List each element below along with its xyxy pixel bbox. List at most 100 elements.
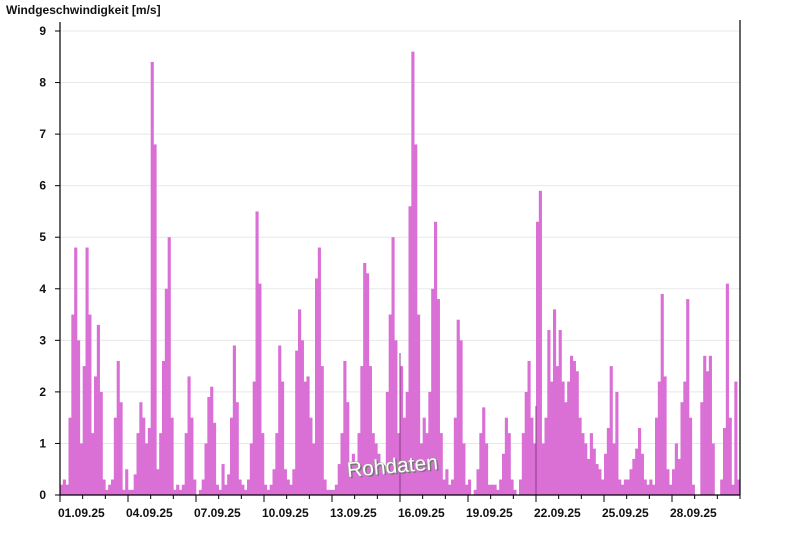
bar: [397, 433, 401, 495]
bar: [241, 484, 245, 495]
bar: [255, 211, 259, 495]
bar: [519, 479, 523, 495]
bar: [371, 433, 375, 495]
bar: [204, 443, 208, 495]
bar: [142, 417, 146, 495]
bar: [431, 288, 435, 495]
bar: [300, 340, 304, 495]
x-tick-label: 25.09.25: [602, 506, 649, 520]
bar: [71, 314, 75, 495]
y-tick-label: 2: [39, 385, 46, 399]
bar: [686, 299, 690, 495]
bar: [252, 381, 256, 495]
y-tick-label: 1: [39, 436, 46, 450]
bar: [564, 402, 568, 495]
bar: [133, 474, 137, 495]
bar: [238, 479, 242, 495]
y-tick-label: 9: [39, 24, 46, 38]
bar: [156, 469, 160, 495]
bar: [402, 417, 406, 495]
marker-lines: [399, 353, 537, 495]
x-tick-label: 07.09.25: [194, 506, 241, 520]
bar: [306, 376, 310, 495]
bar: [230, 417, 234, 495]
bar: [187, 376, 191, 495]
bar: [292, 469, 296, 495]
bar: [289, 484, 293, 495]
bar: [162, 360, 166, 495]
bar: [213, 422, 217, 495]
bar: [215, 484, 219, 495]
bar: [317, 247, 321, 495]
bar: [496, 489, 500, 495]
bar: [405, 391, 409, 495]
bar: [343, 360, 347, 495]
y-tick-label: 6: [39, 179, 46, 193]
y-tick-label: 5: [39, 230, 46, 244]
bar: [190, 417, 194, 495]
x-tick-label: 01.09.25: [58, 506, 105, 520]
bar: [125, 469, 129, 495]
bar: [527, 360, 531, 495]
bar: [366, 273, 370, 495]
bar: [147, 427, 151, 495]
bar: [139, 402, 143, 495]
bar: [612, 443, 616, 495]
bar: [247, 479, 251, 495]
bar: [618, 479, 622, 495]
bar: [507, 433, 511, 495]
bar: [150, 61, 154, 496]
bar: [244, 489, 248, 495]
bar: [456, 319, 460, 495]
bar: [510, 479, 514, 495]
y-axis: 0 1 2 3 4 5 6 7 8 9: [39, 20, 741, 502]
bar: [669, 484, 673, 495]
bar: [62, 479, 66, 495]
bar: [615, 391, 619, 495]
x-tick-label: 22.09.25: [534, 506, 581, 520]
bar: [82, 366, 86, 495]
bar: [60, 484, 64, 495]
bar: [453, 417, 457, 495]
bar: [394, 340, 398, 495]
bar: [521, 433, 525, 495]
bar: [567, 381, 571, 495]
bar: [210, 386, 214, 495]
bar: [691, 484, 695, 495]
bar: [232, 345, 236, 495]
bars: [60, 51, 741, 496]
bar: [524, 391, 528, 495]
bar: [337, 464, 341, 495]
bar: [122, 489, 126, 495]
bar: [572, 360, 576, 495]
bar: [116, 360, 120, 495]
y-tick-label: 8: [39, 76, 46, 90]
bar: [677, 458, 681, 495]
chart-title: Windgeschwindigkeit [m/s]: [6, 3, 161, 17]
bar: [266, 489, 270, 495]
bar: [561, 381, 565, 495]
bar: [102, 479, 106, 495]
bar: [493, 484, 497, 495]
bar: [660, 293, 664, 495]
bar: [383, 474, 387, 495]
bar: [349, 464, 353, 495]
bar: [703, 355, 707, 495]
bar: [711, 443, 715, 495]
bar: [635, 448, 639, 495]
bar: [309, 417, 313, 495]
x-axis: 01.09.25 04.09.25 07.09.25 10.09.25 13.09.25…: [58, 494, 741, 520]
bar: [445, 469, 449, 495]
bar: [408, 206, 412, 496]
bar: [360, 366, 364, 495]
bar: [587, 458, 591, 495]
bar: [181, 484, 185, 495]
bar: [468, 479, 472, 495]
bar: [734, 381, 738, 495]
bar: [79, 443, 83, 495]
bar: [105, 489, 109, 495]
bar: [235, 402, 239, 495]
bar: [657, 381, 661, 495]
bar: [354, 464, 358, 495]
bar: [629, 469, 633, 495]
